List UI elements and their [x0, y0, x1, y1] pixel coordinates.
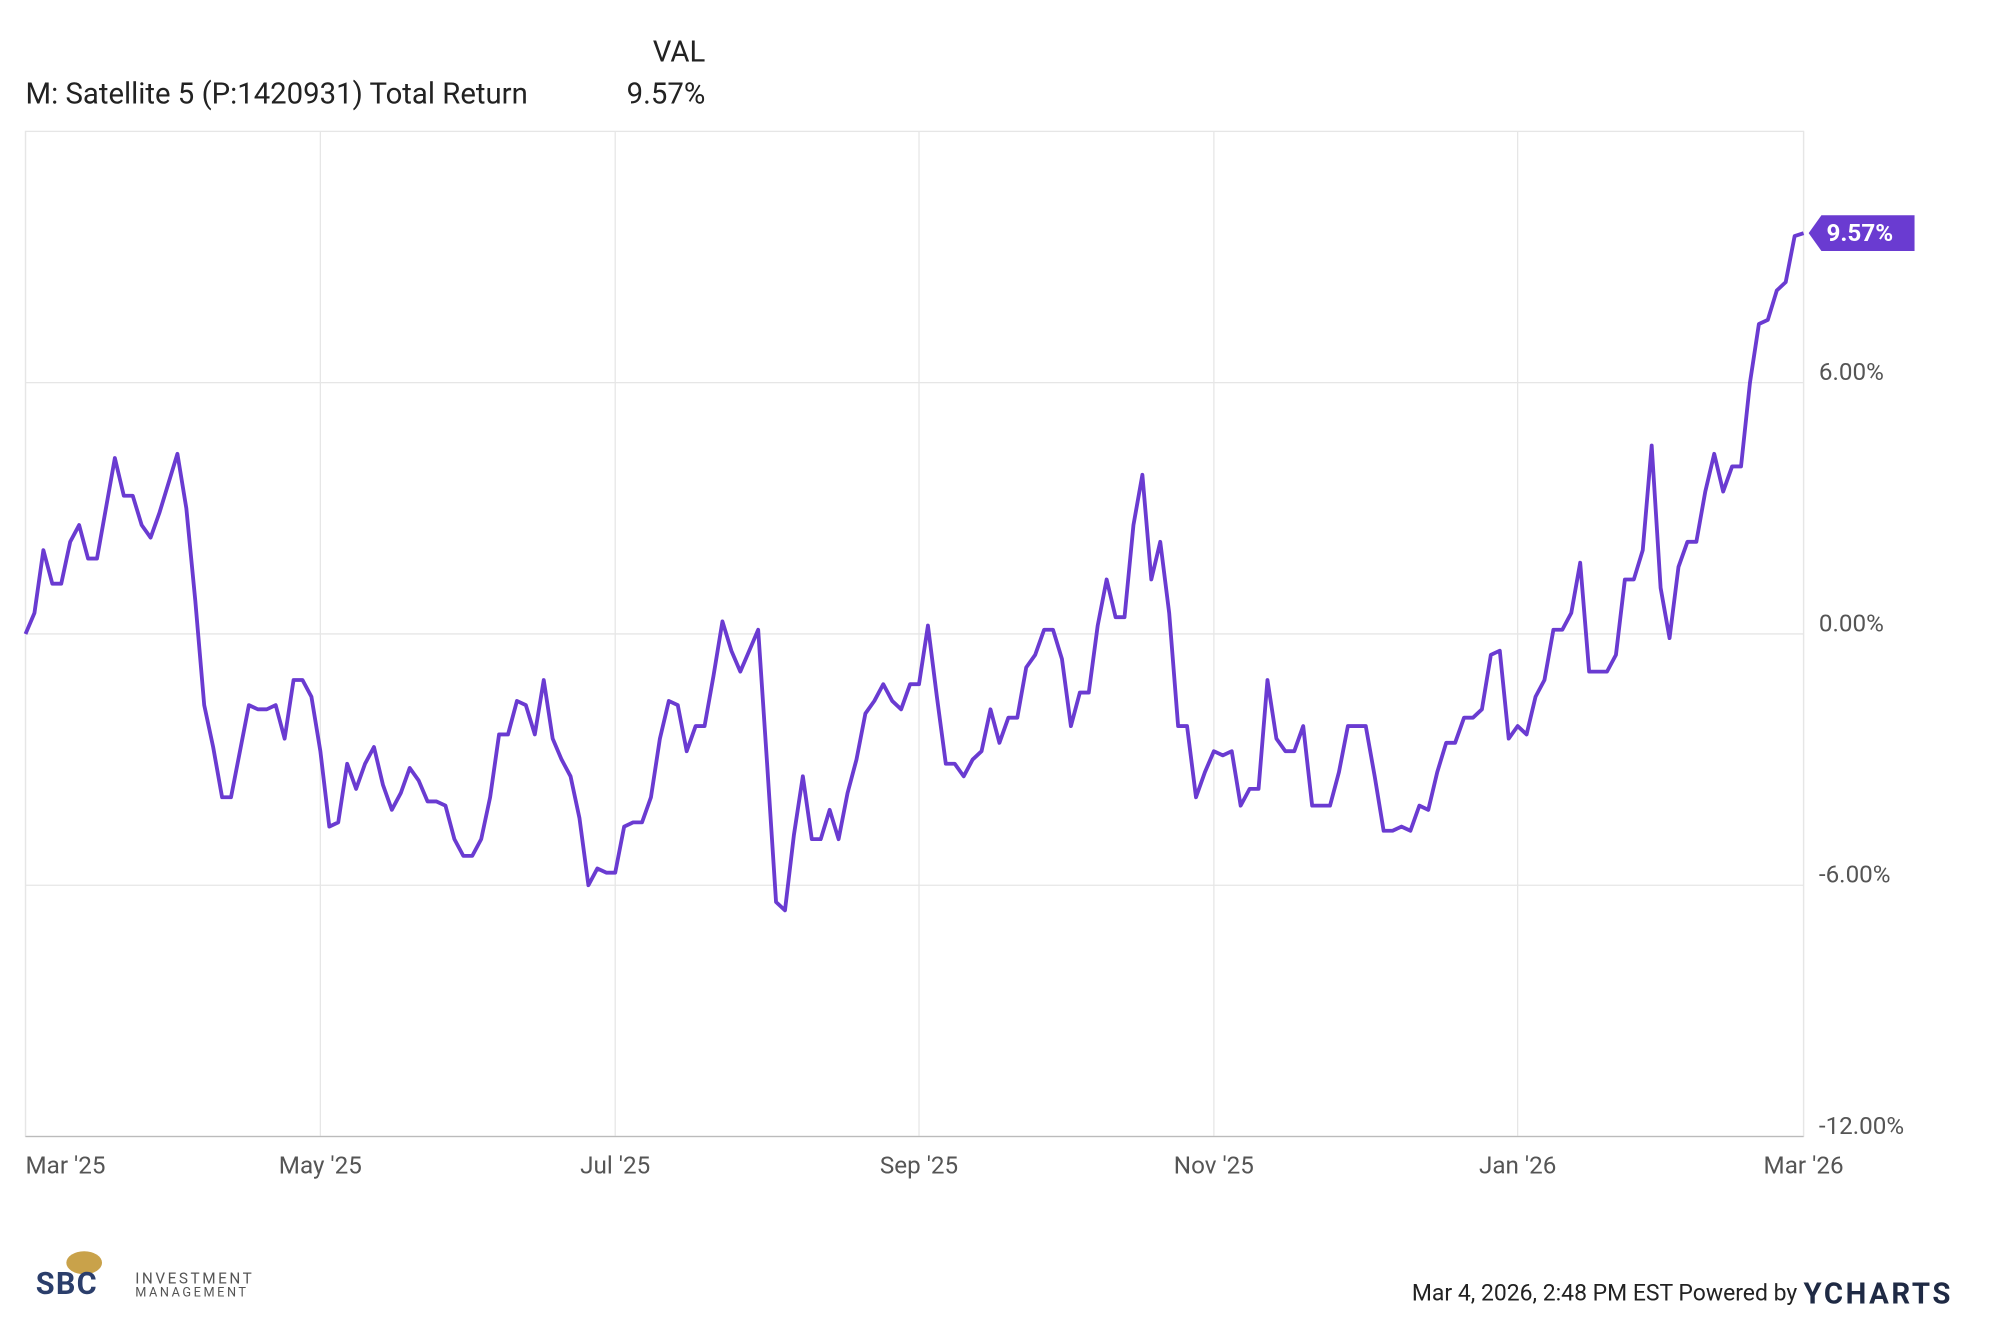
- footer-timestamp: Mar 4, 2026, 2:48 PM EST Powered by: [1412, 1280, 1797, 1307]
- y-tick-label: -12.00%: [1819, 1112, 1904, 1140]
- x-tick-label: May '25: [279, 1152, 362, 1180]
- series-line: [23, 231, 1805, 913]
- logo-emblem: [66, 1251, 103, 1275]
- legend-header: VAL: [653, 35, 706, 69]
- logo-line2: MANAGEMENT: [135, 1286, 248, 1301]
- end-value-label: 9.57%: [1827, 219, 1894, 247]
- x-tick-label: Jul '25: [580, 1152, 650, 1180]
- y-tick-label: 6.00%: [1819, 358, 1884, 386]
- sbc-logo: SBC INVESTMENT MANAGEMENT: [36, 1251, 254, 1302]
- legend-value: 9.57%: [627, 77, 706, 111]
- x-tick-label: Jan '26: [1479, 1152, 1556, 1180]
- legend-series-name: M: Satellite 5 (P:1420931) Total Return: [26, 77, 528, 111]
- logo-line1: INVESTMENT: [135, 1269, 254, 1287]
- y-tick-label: -6.00%: [1819, 861, 1891, 889]
- x-tick-label: Sep '25: [880, 1152, 958, 1180]
- x-tick-label: Mar '25: [26, 1152, 106, 1180]
- end-value-tag: [1808, 215, 1915, 252]
- logo-main: SBC: [36, 1267, 98, 1302]
- footer-brand: YCHARTS: [1804, 1278, 1953, 1312]
- x-tick-label: Nov '25: [1174, 1152, 1254, 1180]
- x-tick-label: Mar '26: [1764, 1152, 1844, 1180]
- y-tick-label: 0.00%: [1819, 609, 1884, 637]
